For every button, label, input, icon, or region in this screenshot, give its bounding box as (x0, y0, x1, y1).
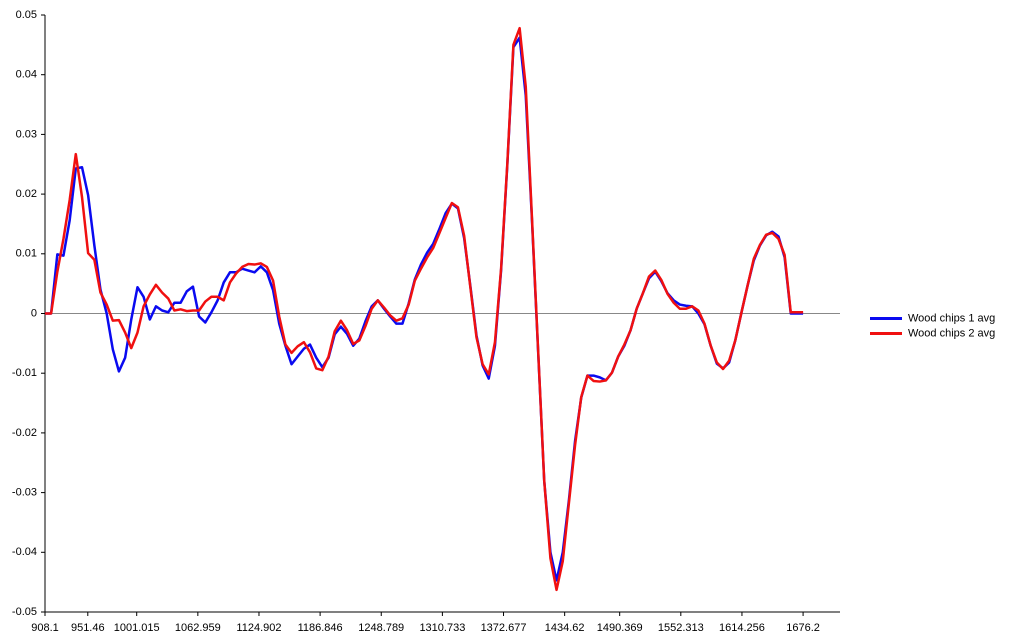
series-line (45, 36, 804, 582)
y-tick-label: 0.04 (16, 69, 37, 81)
x-tick-label: 908.1 (31, 622, 59, 634)
x-tick-label: 1552.313 (658, 622, 704, 634)
y-tick-label: -0.04 (12, 546, 37, 558)
x-tick-label: 1124.902 (236, 622, 281, 634)
x-tick-label: 951.46 (71, 622, 105, 634)
y-tick-label: -0.01 (12, 367, 37, 379)
y-tick-label: 0.05 (16, 9, 37, 21)
y-tick-label: 0.02 (16, 188, 37, 200)
legend-label: Wood chips 1 avg (908, 312, 995, 324)
x-tick-label: 1614.256 (719, 622, 765, 634)
y-tick-label: 0.03 (16, 128, 37, 140)
x-tick-label: 1248.789 (358, 622, 404, 634)
y-tick-label: 0 (31, 307, 37, 319)
x-tick-label: 1490.369 (597, 622, 643, 634)
x-tick-label: 1186.846 (298, 622, 343, 634)
x-tick-label: 1310.733 (419, 622, 465, 634)
x-tick-label: 1434.62 (545, 622, 585, 634)
x-tick-label: 1062.959 (175, 622, 221, 634)
x-tick-label: 1372.677 (481, 622, 527, 634)
y-tick-label: -0.02 (12, 427, 37, 439)
y-tick-label: 0.01 (16, 248, 37, 260)
series-line (45, 26, 804, 592)
y-tick-label: -0.03 (12, 487, 37, 499)
legend-label: Wood chips 2 avg (908, 327, 995, 339)
x-tick-label: 1676.2 (786, 622, 820, 634)
x-tick-label: 1001.015 (114, 622, 160, 634)
y-tick-label: -0.05 (12, 606, 37, 618)
